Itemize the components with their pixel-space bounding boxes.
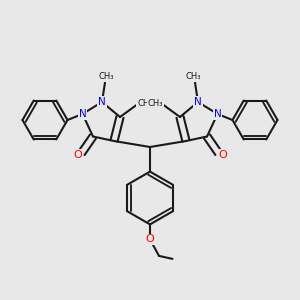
Text: N: N (79, 109, 86, 119)
Text: O: O (73, 149, 82, 160)
Text: CH₃: CH₃ (186, 72, 201, 81)
Text: N: N (98, 97, 106, 107)
Text: O: O (218, 149, 227, 160)
Text: N: N (214, 109, 221, 119)
Text: CH₃: CH₃ (147, 99, 163, 108)
Text: CH₃: CH₃ (137, 99, 153, 108)
Text: O: O (146, 234, 154, 244)
Text: N: N (194, 97, 202, 107)
Text: CH₃: CH₃ (99, 72, 114, 81)
